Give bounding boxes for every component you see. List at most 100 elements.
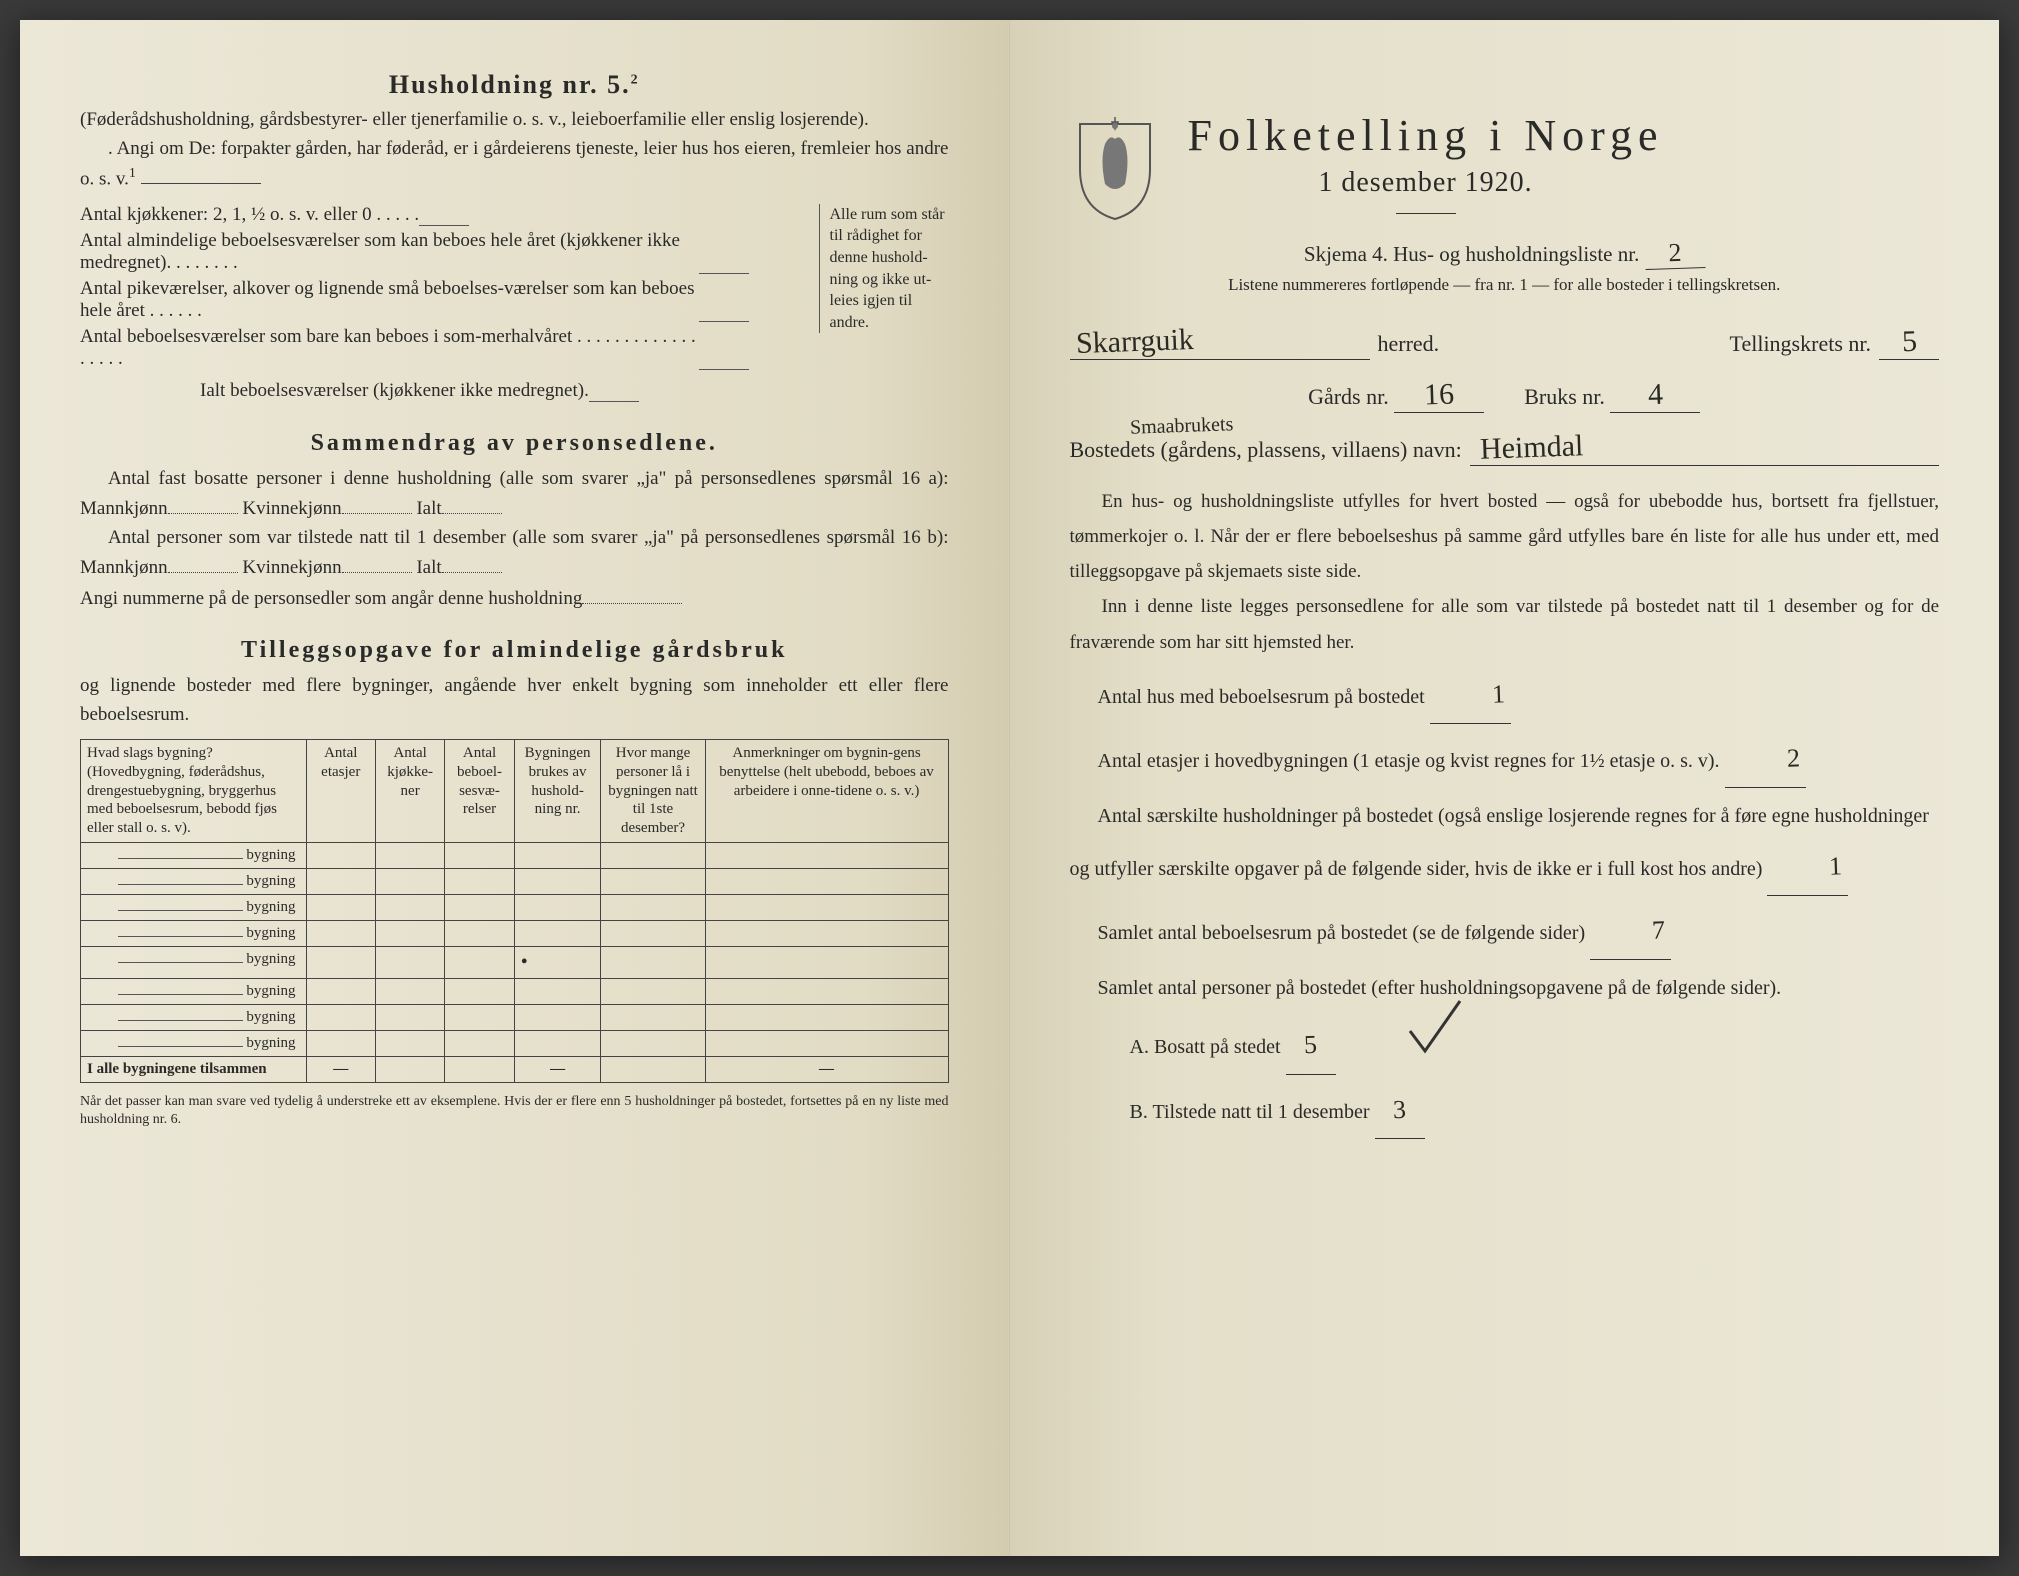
cell [705, 1004, 948, 1030]
bruks-value: 4 [1647, 378, 1663, 413]
th: Hvor mange personer lå i bygningen natt … [601, 740, 705, 843]
cell [445, 920, 514, 946]
cell [306, 978, 375, 1004]
intro-2: . Angi om De: forpakter gården, har føde… [80, 135, 949, 194]
cell [705, 868, 948, 894]
cell: • [514, 946, 601, 978]
cell [445, 842, 514, 868]
cell [306, 1030, 375, 1056]
sum-cell [601, 1056, 705, 1082]
cell [375, 1030, 444, 1056]
q1-label: Antal hus med beboelsesrum på bostedet [1098, 686, 1425, 708]
cell [705, 946, 948, 978]
q5a: A. Bosatt på stedet 5 [1070, 1016, 1940, 1074]
para2-text: Inn i denne liste legges personsedlene f… [1070, 589, 1940, 659]
table: Hvad slags bygning? (Hovedbygning, føder… [80, 739, 949, 1083]
skjema-value: 2 [1644, 237, 1705, 270]
skjema-line: Skjema 4. Hus- og husholdningsliste nr. … [1070, 238, 1940, 269]
bruks-label: Bruks nr. [1524, 384, 1605, 409]
q4-label: Samlet antal beboelsesrum på bostedet (s… [1098, 922, 1586, 944]
table-row: bygning [81, 868, 949, 894]
cell [514, 842, 601, 868]
s1-c: Ialt [416, 498, 441, 519]
table-row: bygning [81, 1004, 949, 1030]
cell [306, 1004, 375, 1030]
cell [705, 894, 948, 920]
bosted-label: Bostedets (gårdens, plassens, villaens) … [1070, 437, 1462, 462]
footnote-text: Når det passer kan man svare ved tydelig… [80, 1094, 949, 1127]
krets-label: Tellingskrets nr. [1730, 331, 1871, 357]
herred-label: herred. [1378, 331, 1440, 357]
title-row: Folketelling i Norge 1 desember 1920. [1070, 110, 1940, 228]
room-total-value [589, 380, 639, 402]
cell [601, 1004, 705, 1030]
s3: Angi nummerne på de personsedler som ang… [80, 588, 582, 609]
th: Antal kjøkke-ner [375, 740, 444, 843]
blank [168, 552, 238, 573]
table-row: bygning [81, 1030, 949, 1056]
sammendrag-line-3: Angi nummerne på de personsedler som ang… [80, 583, 949, 613]
cell [375, 920, 444, 946]
cell [514, 1004, 601, 1030]
q2-value: 2 [1758, 729, 1801, 788]
cell [601, 868, 705, 894]
cell [601, 894, 705, 920]
bygning-cell: bygning [81, 920, 307, 946]
cell [514, 894, 601, 920]
table-row: bygning [81, 978, 949, 1004]
listene-note: Listene nummereres fortløpende — fra nr.… [1070, 275, 1940, 295]
bygning-cell: bygning [81, 1030, 307, 1056]
instructions-1: En hus- og husholdningsliste utfylles fo… [1070, 484, 1940, 660]
th: Hvad slags bygning? (Hovedbygning, føder… [81, 740, 307, 843]
right-page: Folketelling i Norge 1 desember 1920. Sk… [1010, 20, 2000, 1556]
sum-dash: — [306, 1056, 375, 1082]
sammendrag-title: Sammendrag av personsedlene. [80, 430, 949, 457]
sum-dash: — [705, 1056, 948, 1082]
bygning-cell: bygning [81, 894, 307, 920]
cell [375, 1004, 444, 1030]
cell [601, 978, 705, 1004]
blank [582, 583, 682, 604]
para1-text: En hus- og husholdningsliste utfylles fo… [1070, 484, 1940, 589]
cell [306, 868, 375, 894]
cell [445, 1004, 514, 1030]
census-date: 1 desember 1920. [1188, 167, 1664, 199]
room-row: Antal beboelsesværelser som bare kan beb… [80, 326, 809, 370]
sum-cell [375, 1056, 444, 1082]
bygning-cell: bygning [81, 868, 307, 894]
cell [306, 894, 375, 920]
q1: Antal hus med beboelsesrum på bostedet 1 [1070, 666, 1940, 724]
cell [375, 894, 444, 920]
cell [306, 842, 375, 868]
rooms-side-note: Alle rum som står til rådighet for denne… [819, 204, 949, 334]
left-page: Husholdning nr. 5.2 (Føderådshusholdning… [20, 20, 1010, 1556]
q2-label: Antal etasjer i hovedbygningen (1 etasje… [1098, 750, 1720, 772]
cell [445, 946, 514, 978]
table-sum-row: I alle bygningene tilsammen — — — [81, 1056, 949, 1082]
room-label: Antal beboelsesværelser som bare kan beb… [80, 326, 699, 370]
cell [705, 978, 948, 1004]
blank [342, 493, 412, 514]
cell [445, 868, 514, 894]
blank [168, 493, 238, 514]
th: Antal etasjer [306, 740, 375, 843]
coat-of-arms-icon [1070, 114, 1160, 224]
q3: Antal særskilte husholdninger på bostede… [1070, 794, 1940, 896]
q2: Antal etasjer i hovedbygningen (1 etasje… [1070, 730, 1940, 788]
main-title: Folketelling i Norge [1188, 110, 1664, 161]
room-row: Antal kjøkkener: 2, 1, ½ o. s. v. eller … [80, 204, 809, 226]
table-row: bygning • [81, 946, 949, 978]
intro-blank [141, 163, 261, 184]
table-row: bygning [81, 920, 949, 946]
q4: Samlet antal beboelsesrum på bostedet (s… [1070, 902, 1940, 960]
spacer [80, 380, 200, 402]
tillegg-sub: og lignende bosteder med flere bygninger… [80, 672, 949, 729]
cell [445, 894, 514, 920]
cell [514, 978, 601, 1004]
sum-cell [445, 1056, 514, 1082]
q5b: B. Tilstede natt til 1 desember 3 [1070, 1081, 1940, 1139]
sammendrag-line-1: Antal fast bosatte personer i denne hush… [80, 465, 949, 524]
cell [445, 978, 514, 1004]
blank [442, 552, 502, 573]
rooms-list: Antal kjøkkener: 2, 1, ½ o. s. v. eller … [80, 204, 809, 406]
